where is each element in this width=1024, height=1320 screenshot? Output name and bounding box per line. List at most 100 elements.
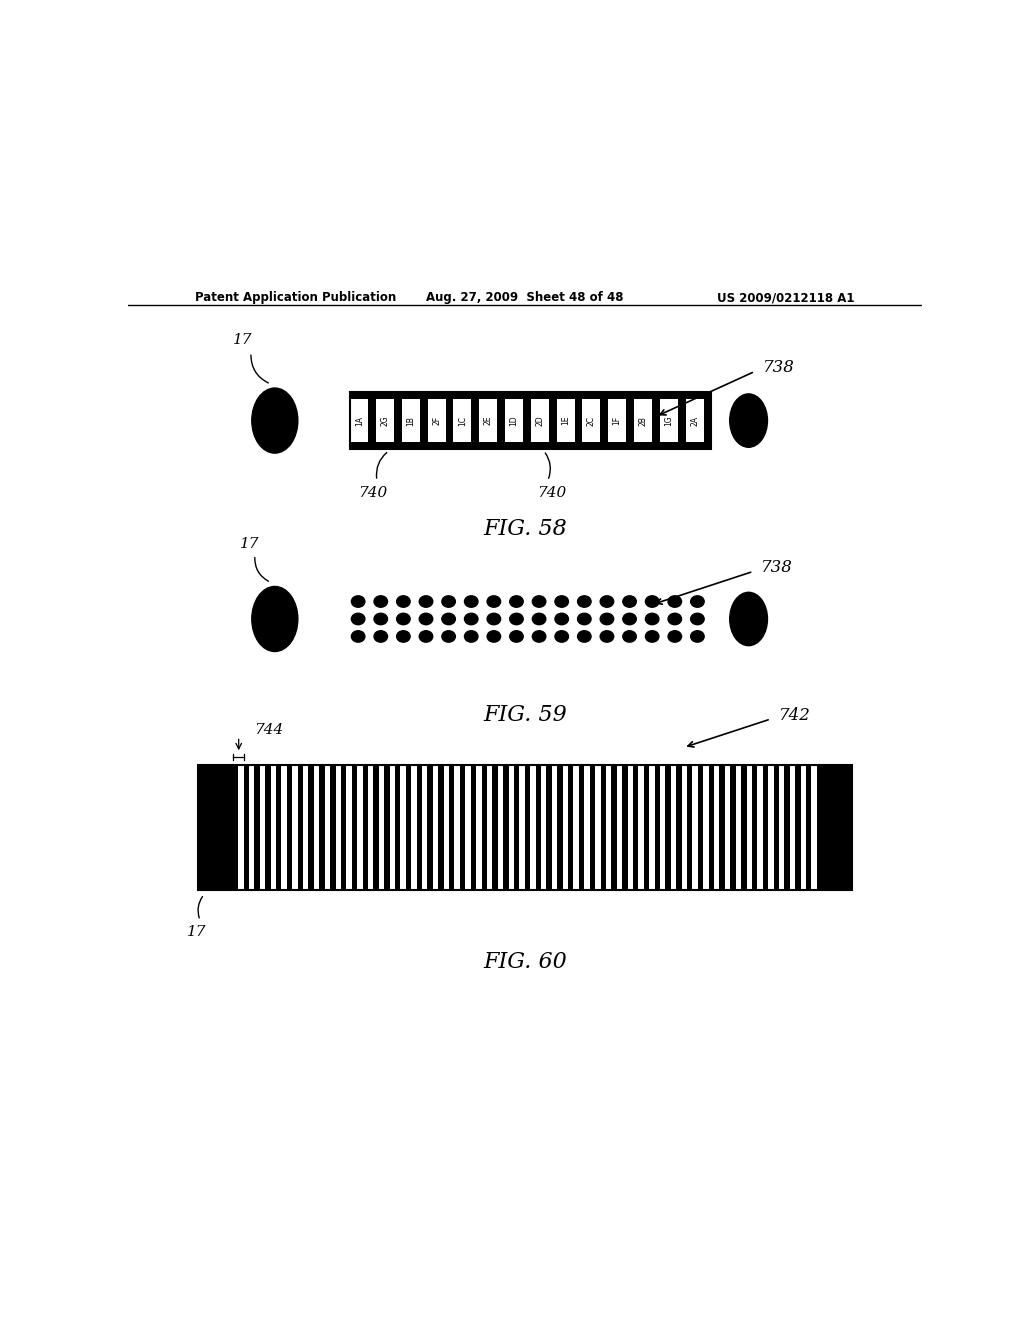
Text: 2C: 2C: [587, 416, 596, 425]
Ellipse shape: [600, 631, 613, 642]
Bar: [730, 766, 735, 891]
Text: FIG. 59: FIG. 59: [483, 704, 566, 726]
Ellipse shape: [487, 614, 501, 624]
Bar: [406, 766, 412, 891]
Bar: [623, 766, 628, 891]
Ellipse shape: [351, 631, 365, 642]
Bar: [427, 766, 433, 891]
Text: 1B: 1B: [407, 416, 416, 425]
Bar: [232, 766, 239, 891]
Text: 17: 17: [186, 925, 206, 940]
Ellipse shape: [600, 614, 613, 624]
Text: 2B: 2B: [638, 416, 647, 425]
Bar: [644, 766, 649, 891]
Bar: [503, 766, 509, 891]
Bar: [362, 766, 368, 891]
Ellipse shape: [396, 595, 411, 607]
Ellipse shape: [645, 614, 658, 624]
Ellipse shape: [555, 614, 568, 624]
Bar: [763, 766, 768, 891]
Bar: [752, 766, 758, 891]
Bar: [524, 766, 530, 891]
Bar: [784, 766, 790, 891]
Ellipse shape: [252, 388, 298, 453]
Bar: [420, 400, 428, 442]
Bar: [590, 766, 595, 891]
Bar: [600, 766, 606, 891]
Ellipse shape: [623, 631, 636, 642]
Bar: [319, 766, 325, 891]
Text: 740: 740: [537, 486, 566, 500]
Text: US 2009/0212118 A1: US 2009/0212118 A1: [717, 292, 854, 305]
Bar: [265, 766, 270, 891]
Text: 744: 744: [255, 723, 284, 737]
Bar: [703, 400, 712, 442]
Text: 738: 738: [763, 359, 795, 376]
Text: 2E: 2E: [483, 416, 493, 425]
Bar: [547, 766, 552, 891]
Text: 17: 17: [233, 334, 253, 347]
Bar: [557, 766, 562, 891]
Bar: [687, 766, 692, 891]
Text: 1E: 1E: [561, 416, 570, 425]
Bar: [384, 766, 389, 891]
Ellipse shape: [690, 631, 705, 642]
Bar: [244, 766, 249, 891]
Bar: [450, 766, 455, 891]
Bar: [350, 392, 712, 400]
Text: 742: 742: [778, 708, 811, 725]
Ellipse shape: [487, 595, 501, 607]
Ellipse shape: [442, 614, 456, 624]
Ellipse shape: [532, 631, 546, 642]
Ellipse shape: [252, 586, 298, 652]
Ellipse shape: [510, 595, 523, 607]
Bar: [198, 766, 232, 891]
Ellipse shape: [419, 595, 433, 607]
Text: FIG. 58: FIG. 58: [483, 517, 566, 540]
Ellipse shape: [578, 614, 591, 624]
Bar: [330, 766, 336, 891]
Text: 1A: 1A: [354, 416, 364, 425]
Text: 2D: 2D: [536, 416, 545, 426]
Ellipse shape: [623, 614, 636, 624]
Bar: [536, 766, 541, 891]
Bar: [773, 766, 779, 891]
Text: 1F: 1F: [612, 416, 622, 425]
Ellipse shape: [510, 631, 523, 642]
Ellipse shape: [396, 614, 411, 624]
Ellipse shape: [374, 631, 387, 642]
Bar: [298, 766, 303, 891]
Bar: [276, 766, 282, 891]
Bar: [481, 766, 487, 891]
Bar: [471, 766, 476, 891]
Bar: [445, 400, 454, 442]
Ellipse shape: [351, 614, 365, 624]
Bar: [654, 766, 660, 891]
Text: 1D: 1D: [510, 416, 518, 426]
Bar: [471, 400, 479, 442]
Bar: [817, 766, 852, 891]
Bar: [652, 400, 659, 442]
Text: 17: 17: [240, 537, 259, 552]
Bar: [698, 766, 703, 891]
Text: 2A: 2A: [690, 416, 699, 425]
Bar: [709, 766, 714, 891]
Ellipse shape: [465, 614, 478, 624]
Ellipse shape: [351, 595, 365, 607]
Bar: [579, 766, 585, 891]
Bar: [287, 766, 292, 891]
Ellipse shape: [465, 631, 478, 642]
Ellipse shape: [668, 631, 682, 642]
Text: 740: 740: [358, 486, 388, 500]
Ellipse shape: [442, 631, 456, 642]
Bar: [523, 400, 530, 442]
Ellipse shape: [690, 614, 705, 624]
Ellipse shape: [668, 614, 682, 624]
Ellipse shape: [419, 614, 433, 624]
Bar: [549, 400, 557, 442]
Bar: [568, 766, 573, 891]
Ellipse shape: [730, 593, 767, 645]
Text: 738: 738: [761, 558, 794, 576]
Bar: [308, 766, 314, 891]
Ellipse shape: [465, 595, 478, 607]
